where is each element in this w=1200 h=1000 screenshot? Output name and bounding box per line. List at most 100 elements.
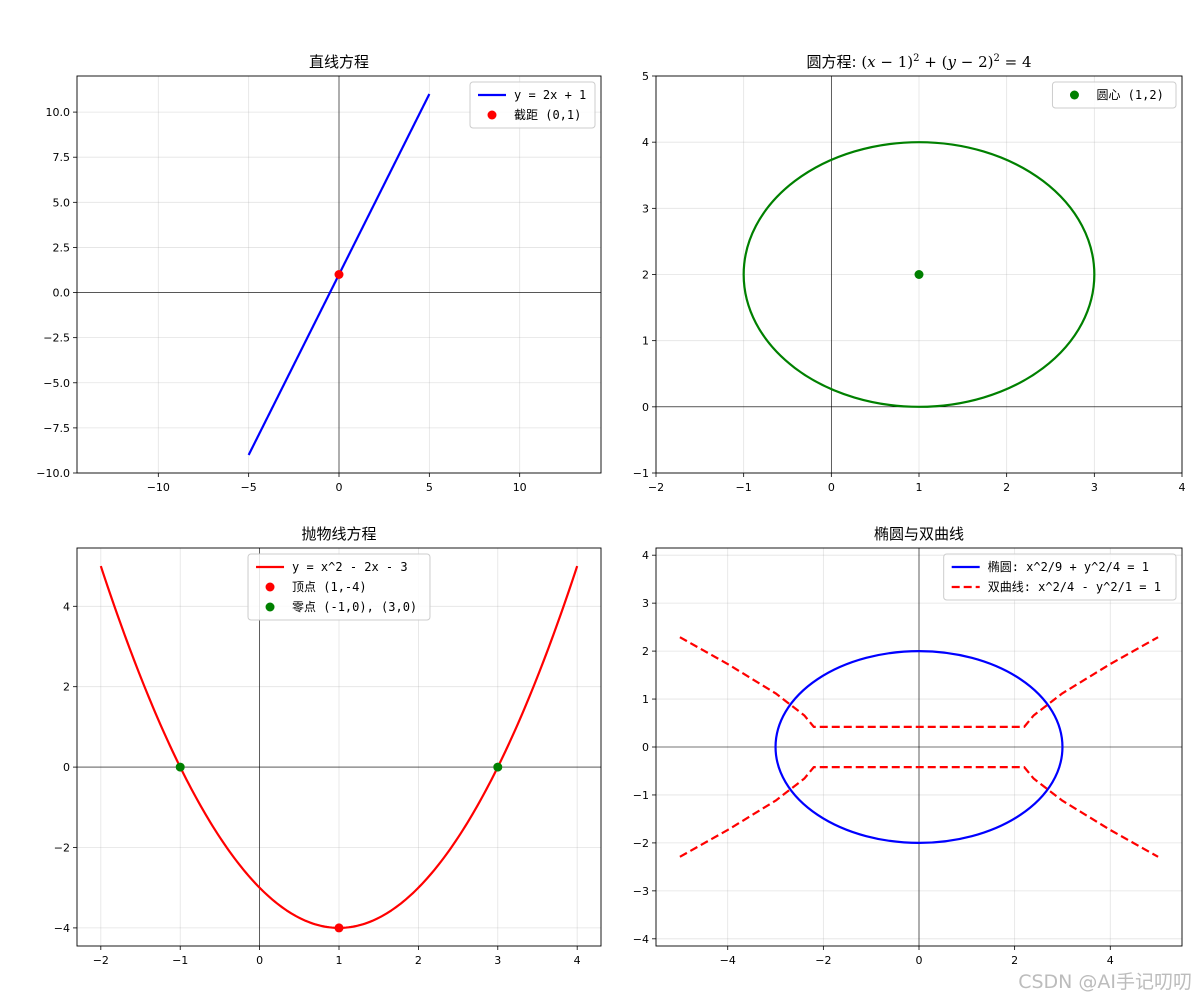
x-tick-label: 1 <box>336 954 343 967</box>
series-branch-2 <box>679 766 1159 858</box>
y-tick-label: 2 <box>642 269 649 282</box>
data-point-marker <box>914 270 924 279</box>
legend-marker-swatch <box>487 110 497 120</box>
x-tick-label: 10 <box>513 481 527 494</box>
y-tick-label: 4 <box>63 600 70 613</box>
x-tick-label: 0 <box>828 481 835 494</box>
data-point-marker <box>334 923 344 933</box>
x-tick-label: 3 <box>494 954 501 967</box>
y-tick-label: −2 <box>54 842 70 855</box>
x-tick-label: 1 <box>916 481 923 494</box>
subplot-title-part: y <box>946 53 956 71</box>
y-tick-label: −10.0 <box>36 467 70 480</box>
plot-area <box>742 141 1096 408</box>
x-tick-label: 5 <box>426 481 433 494</box>
subplot-title-part: 2 <box>993 53 999 64</box>
subplot-title-part: x <box>867 53 876 71</box>
legend-marker-swatch <box>265 582 275 592</box>
legend: y = x^2 - 2x - 3 顶点 (1,-4) 零点 (-1,0), (3,0… <box>247 553 431 621</box>
subplot-title: 圆方程: (x − 1)2 + (y − 2)2 = 4 <box>806 53 1031 71</box>
y-tick-label: 10.0 <box>46 106 71 119</box>
series-ellipse-1 <box>742 141 1096 408</box>
subplot-title-part: − 2) <box>956 53 994 71</box>
legend-entry-label: y = x^2 - 2x - 3 <box>292 560 408 574</box>
series-branch-1 <box>679 636 1159 728</box>
series-ellipse-1 <box>774 649 1064 845</box>
y-tick-label: 4 <box>642 549 649 562</box>
subplot-title-part: + ( <box>920 53 948 71</box>
x-tick-label: 3 <box>1091 481 1098 494</box>
x-tick-label: −2 <box>93 954 109 967</box>
y-tick-label: −1 <box>633 789 649 802</box>
y-tick-label: 0 <box>642 741 649 754</box>
x-tick-label: 2 <box>415 954 422 967</box>
data-point-marker <box>175 762 185 772</box>
legend-entry-label: 圆心 (1,2) <box>1096 88 1163 102</box>
subplot-title-part: = 4 <box>1000 53 1032 71</box>
legend-box <box>469 81 596 129</box>
legend-box <box>247 553 431 621</box>
y-tick-label: −2.5 <box>43 332 70 345</box>
y-tick-label: −4 <box>54 922 70 935</box>
legend: y = 2x + 1 截距 (0,1) <box>469 81 596 129</box>
legend-marker-swatch <box>1069 90 1079 100</box>
subplot-title-part: 2 <box>913 53 919 64</box>
y-tick-label: −2 <box>633 837 649 850</box>
x-tick-label: −2 <box>815 954 831 967</box>
legend-entry-label: 椭圆: x^2/9 + y^2/4 = 1 <box>988 559 1149 574</box>
x-tick-label: 0 <box>256 954 263 967</box>
y-tick-label: 3 <box>642 597 649 610</box>
subplot-3: −2 −1 0 1 2 3 4 −4 −2 0 2 4 抛物线方程 y = x^2 - 2x - 3 顶点 … <box>54 525 602 967</box>
x-tick-label: 2 <box>1003 481 1010 494</box>
y-tick-label: 0 <box>63 761 70 774</box>
y-tick-label: 2 <box>63 681 70 694</box>
y-tick-label: 1 <box>642 693 649 706</box>
subplot-title: 抛物线方程 <box>301 525 376 543</box>
x-tick-label: 4 <box>574 954 581 967</box>
subplot-1: −10 −5 0 5 10 −10.0 −7.5 −5.0 −2.5 0.0 2.5 5.0 7.5 10… <box>36 53 602 494</box>
y-tick-label: 5 <box>642 70 649 83</box>
y-tick-label: 7.5 <box>53 151 71 164</box>
y-tick-label: 0.0 <box>53 287 71 300</box>
subplot-title-part: − 1) <box>876 53 914 71</box>
x-tick-label: 4 <box>1179 481 1186 494</box>
x-tick-label: 0 <box>916 954 923 967</box>
x-tick-label: −2 <box>648 481 664 494</box>
y-tick-label: 2 <box>642 645 649 658</box>
legend-box <box>1051 81 1177 109</box>
y-tick-label: −3 <box>633 885 649 898</box>
legend-box <box>943 553 1177 601</box>
x-tick-label: −1 <box>736 481 752 494</box>
legend: 椭圆: x^2/9 + y^2/4 = 1 双曲线: x^2/4 - y^2/1 … <box>943 553 1177 601</box>
x-tick-label: −1 <box>172 954 188 967</box>
legend-entry-label: 双曲线: x^2/4 - y^2/1 = 1 <box>988 580 1161 594</box>
data-point-marker <box>493 762 503 772</box>
x-tick-label: 2 <box>1011 954 1018 967</box>
plot-area <box>679 636 1159 858</box>
x-tick-label: 0 <box>336 481 343 494</box>
y-tick-label: 2.5 <box>53 241 71 254</box>
legend-entry-label: 截距 (0,1) <box>514 108 581 122</box>
plot-area <box>99 565 579 933</box>
legend-marker-swatch <box>265 602 275 612</box>
y-tick-label: −4 <box>633 933 649 946</box>
watermark: CSDN @AI手记叨叨 <box>1018 971 1192 993</box>
subplot-title: 直线方程 <box>309 53 369 71</box>
x-tick-label: −4 <box>720 954 736 967</box>
y-tick-label: 4 <box>642 136 649 149</box>
data-point-marker <box>334 270 344 279</box>
y-tick-label: 1 <box>642 335 649 348</box>
plot-area <box>247 93 431 456</box>
subplot-title-part: 圆方程: <box>806 53 861 71</box>
legend: 圆心 (1,2) <box>1051 81 1177 109</box>
x-tick-label: −10 <box>147 481 170 494</box>
subplot-title-part: ( <box>861 53 867 71</box>
y-tick-label: 3 <box>642 202 649 215</box>
y-tick-label: 0 <box>642 401 649 414</box>
subplot-title: 椭圆与双曲线 <box>874 525 964 543</box>
y-tick-label: 5.0 <box>53 196 71 209</box>
legend-entry-label: 零点 (-1,0), (3,0) <box>292 600 417 614</box>
